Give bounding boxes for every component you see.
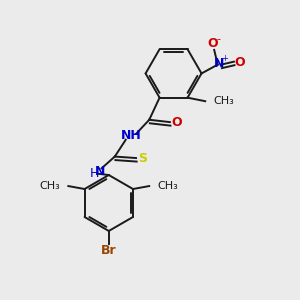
Text: O: O — [234, 56, 244, 69]
Text: N: N — [95, 165, 105, 178]
Text: CH₃: CH₃ — [39, 181, 60, 191]
Text: +: + — [221, 54, 228, 63]
Text: NH: NH — [121, 129, 141, 142]
Text: CH₃: CH₃ — [158, 181, 178, 191]
Text: H: H — [89, 167, 99, 180]
Text: CH₃: CH₃ — [214, 96, 234, 106]
Text: N: N — [214, 57, 224, 70]
Text: O: O — [208, 37, 218, 50]
Text: S: S — [138, 152, 147, 165]
Text: -: - — [217, 34, 220, 45]
Text: O: O — [171, 116, 182, 130]
Text: Br: Br — [101, 244, 117, 257]
